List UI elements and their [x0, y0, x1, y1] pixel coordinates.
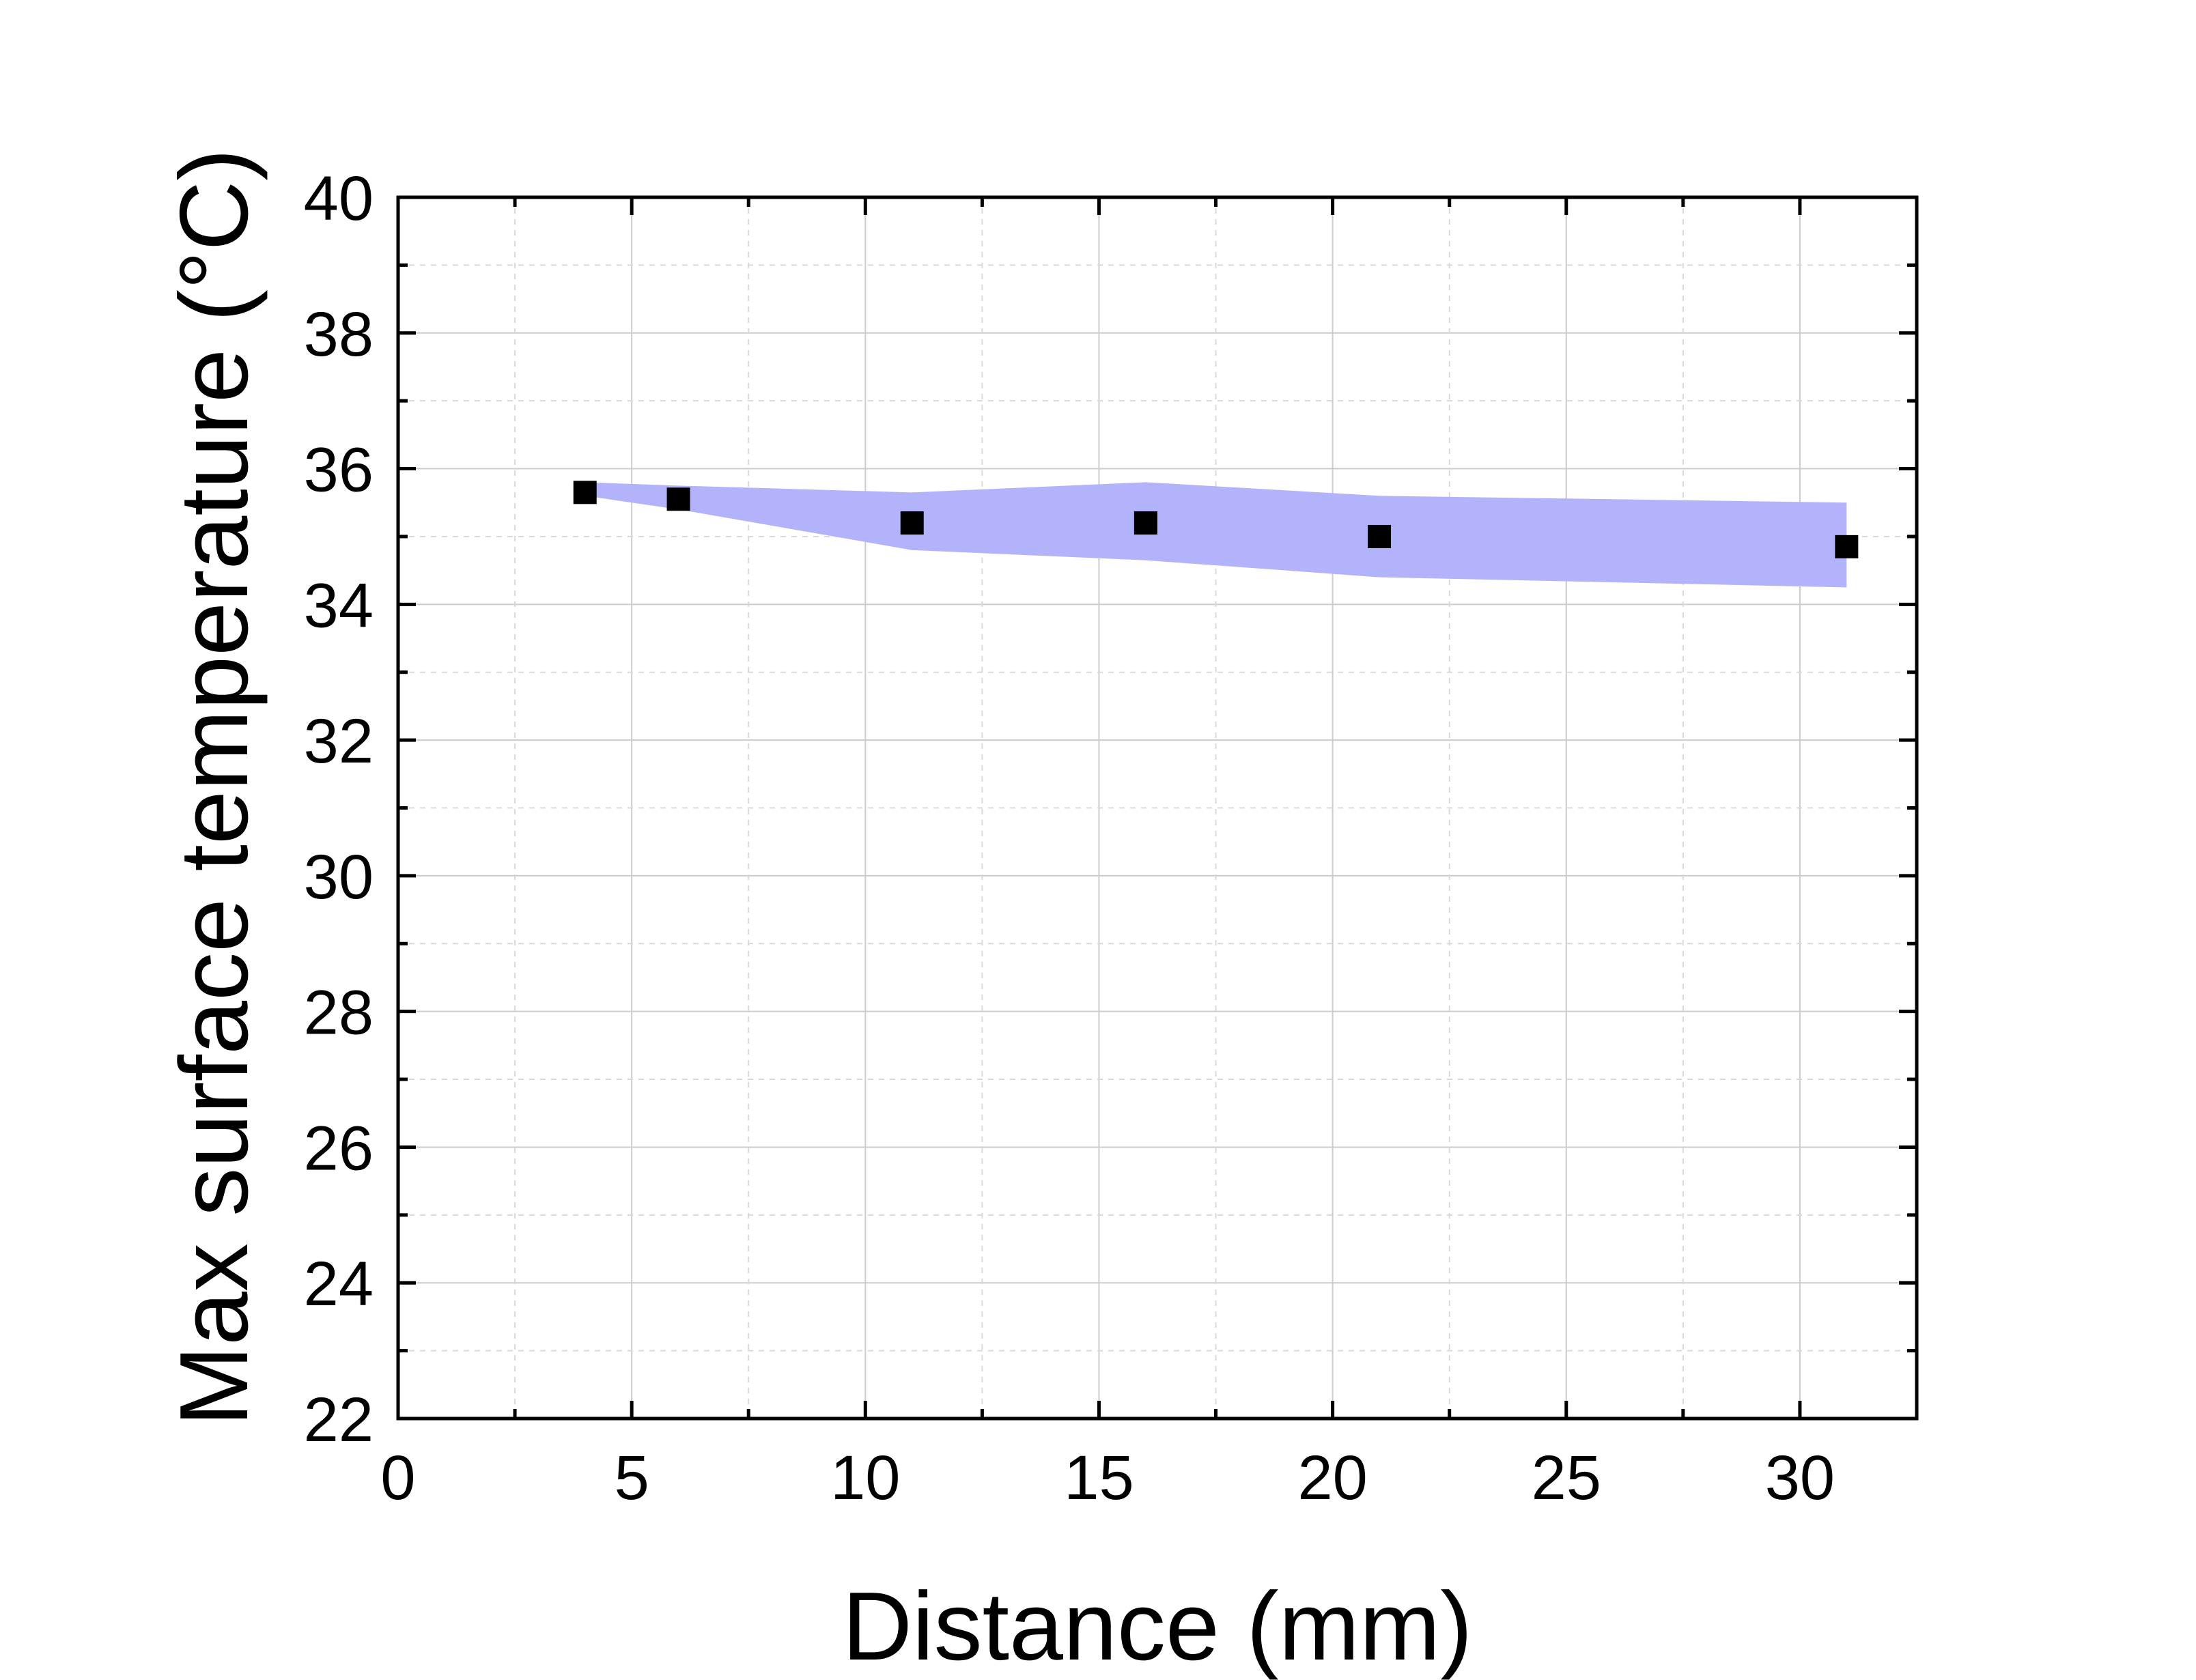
- x-tick-label: 0: [380, 1443, 415, 1513]
- axis-ticks: [396, 195, 1917, 1421]
- data-point: [1835, 535, 1859, 558]
- x-tick-label: 20: [1297, 1443, 1367, 1513]
- x-tick-label: 30: [1765, 1443, 1835, 1513]
- y-tick-label: 38: [304, 300, 374, 369]
- y-tick-label: 36: [304, 436, 374, 505]
- y-tick-label: 30: [304, 842, 374, 912]
- x-tick-label: 25: [1532, 1443, 1601, 1513]
- x-axis-title: Distance (mm): [842, 1572, 1472, 1680]
- y-tick-label: 32: [304, 707, 374, 776]
- y-tick-label: 34: [304, 571, 374, 640]
- y-tick-label: 28: [304, 978, 374, 1048]
- grid: [398, 197, 1917, 1419]
- x-tick-label: 5: [615, 1443, 649, 1513]
- y-tick-label: 22: [304, 1385, 374, 1455]
- data-point: [1134, 511, 1157, 535]
- y-tick-label: 24: [304, 1249, 374, 1319]
- data-point: [573, 481, 597, 504]
- data-point: [666, 487, 690, 511]
- x-tick-label: 15: [1064, 1443, 1134, 1513]
- confidence-band-layer: [585, 482, 1847, 588]
- x-tick-label: 10: [830, 1443, 900, 1513]
- data-point: [1368, 524, 1392, 548]
- tick-labels: 0 5 10 15 20 25 30 22 24 26 28 30 32 34 36 38 40: [304, 164, 1835, 1513]
- confidence-band: [585, 482, 1847, 588]
- y-tick-label: 26: [304, 1113, 374, 1183]
- data-points: [573, 481, 1859, 558]
- data-point: [900, 511, 924, 535]
- y-axis-title: Max surface temperature (°C): [160, 149, 268, 1427]
- y-tick-label: 40: [304, 164, 374, 233]
